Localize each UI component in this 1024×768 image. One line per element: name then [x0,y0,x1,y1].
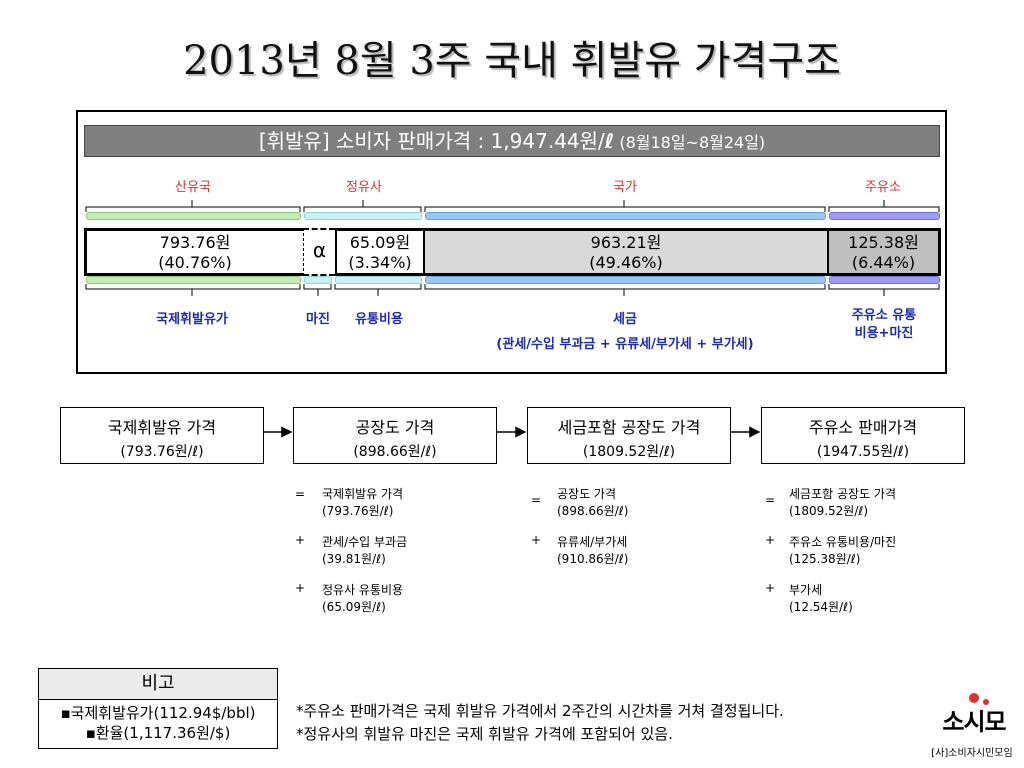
period-text: (8월18일~8월24일) [614,133,766,152]
notes-header: 비고 [38,668,278,700]
label-margin: 마진 [306,312,330,327]
detail1-value-1: (793.76원/ℓ) [322,504,394,518]
flow-box-factory-price-with-tax: 세금포함 공장도 가격 (1809.52원/ℓ) [527,407,731,464]
detail1-item-3: 정유사 유통비용 (65.09원/ℓ) [322,582,403,616]
label-intl-gasoline-price: 국제휘발유가 [156,312,228,327]
detail1-item-2: 관세/수입 부과금 (39.81원/ℓ) [322,534,407,568]
band-refiner-top [304,212,422,220]
detail1-name-1: 국제휘발유 가격 [322,487,404,501]
consumer-org-logo: 소시모 [사]소비자시민모임 [930,690,1018,762]
detail1-op-3: + [295,581,306,595]
detail3-name-2: 주유소 유통비용/마진 [789,535,897,549]
detail1-op-2: + [295,533,306,547]
detail3-name-1: 세금포함 공장도 가격 [789,487,896,501]
flow-box-intl-price: 국제휘발유 가격 (793.76원/ℓ) [60,407,264,464]
flow-box-station-price: 주유소 판매가격 (1947.55원/ℓ) [761,407,965,464]
detail3-item-2: 주유소 유통비용/마진 (125.38원/ℓ) [789,534,896,568]
cell-tax-pct: (49.46%) [589,253,663,272]
cell-intl-price: 793.76원 (40.76%) [84,228,303,276]
detail1-value-3: (65.09원/ℓ) [322,600,386,614]
label-dist-cost: 유통비용 [355,312,403,327]
detail2-op-2: + [531,533,542,547]
detail3-value-3: (12.54원/ℓ) [789,600,853,614]
detail1-name-2: 관세/수입 부과금 [322,535,408,549]
label-tax: 세금 [613,312,637,327]
flow-box-factory-price: 공장도 가격 (898.66원/ℓ) [293,407,497,464]
category-refiner: 정유사 [346,180,382,195]
footnote-2: *정유사의 휘발유 마진은 국제 휘발유 가격에 포함되어 있음. [296,725,673,743]
detail3-item-3: 부가세 (12.54원/ℓ) [789,582,853,616]
notes-intl-price: ▪국제휘발유가(112.94$/bbl) [60,704,256,722]
cell-station-pct: (6.44%) [851,253,916,272]
detail2-value-2: (910.86원/ℓ) [557,552,629,566]
detail3-item-1: 세금포함 공장도 가격 (1809.52원/ℓ) [789,486,896,520]
detail1-name-3: 정유사 유통비용 [322,583,404,597]
band-state-top [425,212,826,220]
detail3-value-2: (125.38원/ℓ) [789,552,861,566]
price-structure-panel [76,110,947,374]
detail1-item-1: 국제휘발유 가격 (793.76원/ℓ) [322,486,403,520]
flow-arrows [264,426,761,438]
band-station-bottom [829,276,940,284]
detail2-name-1: 공장도 가격 [557,487,617,501]
page-title: 2013년 8월 3주 국내 휘발유 가격구조 [183,38,841,84]
flow-intl-name: 국제휘발유 가격 [107,418,217,437]
detail2-name-2: 유류세/부가세 [557,535,628,549]
footnote-1: *주유소 판매가격은 국제 휘발유 가격에서 2주간의 시간차를 거쳐 결정됩니… [296,702,784,720]
detail3-op-2: + [765,533,776,547]
flow-factory-value: (898.66원/ℓ) [353,444,437,460]
band-station-top [829,212,940,220]
detail2-value-1: (898.66원/ℓ) [557,504,629,518]
consumer-price-text: [휘발유] 소비자 판매가격 : 1,947.44원/ [258,129,605,153]
label-station-cost: 주유소 유통 비용+마진 [828,307,940,343]
cell-intl-pct: (40.76%) [158,253,232,272]
band-dist-bottom [335,276,422,284]
band-intl-bottom [86,276,301,284]
cell-dist-pct: (3.34%) [348,253,412,272]
logo-org-name: [사]소비자시민모임 [931,748,1013,759]
cell-station: 125.38원 (6.44%) [827,228,941,276]
label-tax-detail: (관세/수입 부과금 + 유류세/부가세 + 부가세) [496,337,754,352]
cell-tax: 963.21원 (49.46%) [423,228,827,276]
consumer-price-header: [휘발유] 소비자 판매가격 : 1,947.44원/ℓ (8월18일~8월24… [84,125,940,157]
cell-alpha: α [303,228,335,276]
detail2-op-1: = [531,493,542,507]
cell-intl-value: 793.76원 [159,233,231,252]
flow-taxed-value: (1809.52원/ℓ) [582,444,676,460]
cell-station-value: 125.38원 [848,233,919,252]
band-margin-bottom [304,276,332,284]
notes-body: ▪국제휘발유가(112.94$/bbl) ▪환율(1,117.36원/$) [38,699,278,749]
flow-factory-name: 공장도 가격 [355,418,435,437]
category-producing-country: 산유국 [175,180,211,195]
flow-station-name: 주유소 판매가격 [808,418,918,437]
flow-taxed-name: 세금포함 공장도 가격 [557,418,701,437]
category-state: 국가 [613,180,637,195]
band-intl-top [86,212,301,220]
detail2-item-1: 공장도 가격 (898.66원/ℓ) [557,486,628,520]
detail2-item-2: 유류세/부가세 (910.86원/ℓ) [557,534,628,568]
cell-tax-value: 963.21원 [590,233,662,252]
bracket-lines [85,200,940,296]
detail1-op-1: = [295,487,306,501]
detail3-op-1: = [765,493,776,507]
logo-mark: 소시모 [942,708,1006,736]
detail3-value-1: (1809.52원/ℓ) [789,504,869,518]
label-station-line2: 비용+마진 [854,326,914,341]
category-gas-station: 주유소 [865,180,901,195]
detail3-name-3: 부가세 [789,583,823,597]
notes-exchange-rate: ▪환율(1,117.36원/$) [85,724,231,742]
label-station-line1: 주유소 유통 [851,308,917,323]
cell-dist-cost: 65.09원 (3.34%) [335,228,423,276]
unit-liter: ℓ [604,129,615,153]
logo-dots-icon [969,693,989,705]
cell-alpha-value: α [312,238,327,262]
detail1-value-2: (39.81원/ℓ) [322,552,386,566]
band-tax-bottom [425,276,826,284]
flow-intl-value: (793.76원/ℓ) [120,444,204,460]
flow-station-value: (1947.55원/ℓ) [816,444,910,460]
detail3-op-3: + [765,581,776,595]
cell-dist-value: 65.09원 [349,233,411,252]
